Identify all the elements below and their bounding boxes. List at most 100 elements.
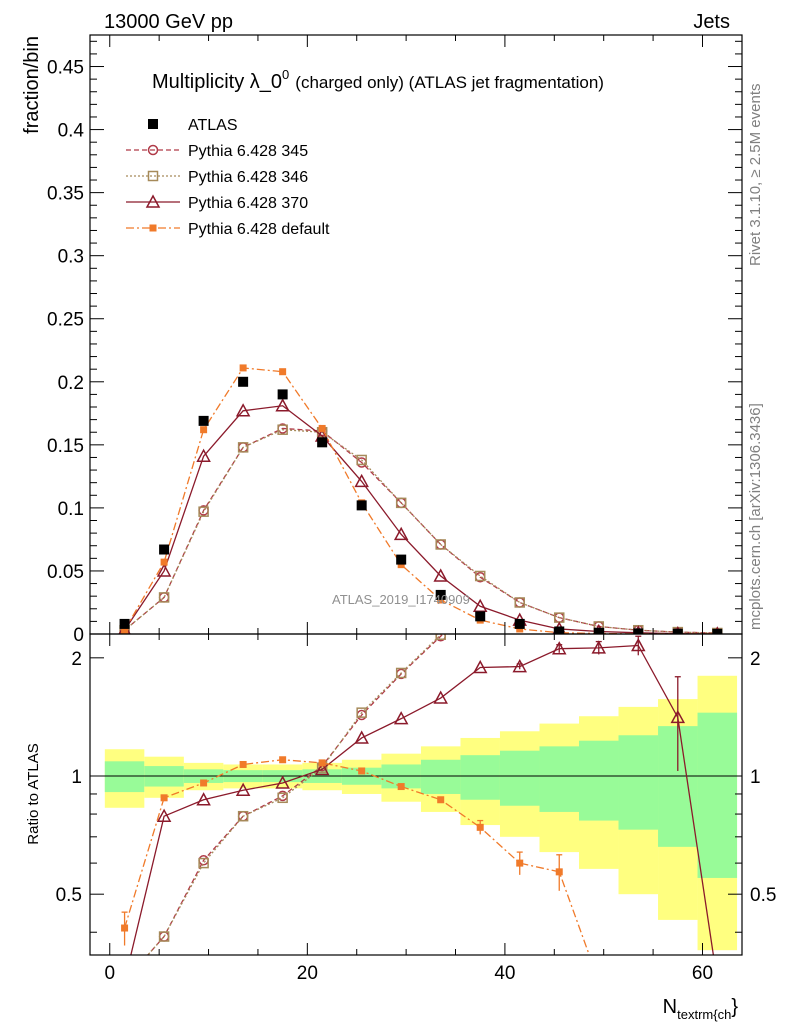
point-pdef [239,364,247,372]
point-p346 [356,454,367,466]
point-atlas [238,376,249,387]
point-atlas [712,628,723,634]
point-atlas [554,626,565,634]
ratio-point-p346 [277,792,288,804]
ratio-point-p346 [356,707,367,718]
ratio-point-p370 [314,761,330,776]
point-atlas [317,437,328,448]
ratio-point-p370 [512,659,527,673]
y-tick-label: 0.2 [58,373,84,394]
legend-marker-p346 [147,170,159,182]
point-pdef [318,424,326,432]
point-p370 [433,568,448,582]
ratio-point-p370 [393,711,409,725]
chart-title-main: Multiplicity λ_0 [152,71,282,93]
ratio-point-p346 [158,931,170,942]
ratio-point-p345 [594,535,603,544]
x-tick-label: 40 [494,963,515,984]
ratio-point-p370 [711,975,723,986]
ratio-point-pdef [595,978,602,985]
y-tick-label: 0.05 [47,562,84,583]
legend-entry-p345: Pythia 6.428 345 [126,143,308,160]
band-inner-bin [539,746,579,812]
ratio-point-p370 [354,730,369,744]
point-atlas [356,500,367,511]
legend-marker-p345 [147,144,159,156]
ratio-frame [89,633,743,956]
point-atlas [277,389,288,400]
ratio-y-axis-label: Ratio to ATLAS [25,743,42,844]
point-atlas [159,544,170,555]
ratio-point-p370 [235,782,251,796]
x-axis-label-main: N [663,996,677,1018]
legend-label-p370: Pythia 6.428 370 [188,195,308,212]
legend-entry-p370: Pythia 6.428 370 [126,194,308,212]
ratio-series-pdef [121,756,721,985]
ratio-tick-label-left: 1 [71,767,82,788]
ratio-point-pdef [635,978,642,985]
ratio-point-pdef [121,924,129,932]
ratio-point-p345 [713,497,722,506]
ratio-point-p346 [515,579,524,588]
point-atlas [396,554,407,565]
ratio-point-p346 [198,857,209,869]
point-atlas [435,589,446,600]
main-panel [89,34,743,635]
ratio-point-pdef [437,796,445,804]
band-inner-bin [104,761,145,793]
svg-text:Multiplicity λ_00(charged only: Multiplicity λ_00 (charged only) (ATLAS j… [152,67,604,93]
ratio-point-pdef [200,779,208,787]
legend-entry-pdef: Pythia 6.428 default [126,221,330,238]
x-axis-label-close: } [731,996,738,1018]
ratio-point-p370 [119,975,131,986]
point-p370 [354,473,369,488]
ratio-point-pdef [714,978,721,985]
ratio-point-pdef [318,759,326,767]
ratio-tick-label-right: 2 [750,649,761,670]
legend-marker-pdef [149,224,157,232]
ratio-point-pdef [397,783,405,791]
point-pdef [397,561,405,569]
band-inner-bin [460,755,500,800]
legend-entry-atlas: ATLAS [148,117,238,134]
band-inner-bin [579,740,619,821]
legend-label-p345: Pythia 6.428 345 [188,143,308,160]
y-tick-label: 0.25 [47,310,84,331]
ratio-point-pdef [239,760,247,768]
point-p346 [277,424,288,435]
ratio-tick-label-right: 0.5 [750,885,776,906]
y-tick-label: 0.45 [47,58,84,79]
x-axis-label: Ntextrm{ch} [663,996,739,1022]
ratio-point-p345 [634,515,643,524]
point-p346 [198,506,209,517]
legend: ATLAS Pythia 6.428 345 Pythia 6.428 346 Pyt… [126,117,330,238]
chart-title: Multiplicity λ_00 (charged only) (ATLAS j… [152,67,604,93]
ratio-point-pdef [279,756,287,764]
ratio-point-p345 [673,497,682,506]
axis-ticks: 0 20 40 6000.050.10.150.20.250.30.350.40.45… [47,35,776,984]
point-p346 [474,570,486,582]
y-tick-label: 0.35 [47,184,84,205]
series-line-pdef [124,367,718,634]
point-p370 [472,598,488,613]
series-line-p370 [124,405,718,634]
point-p346 [237,442,249,453]
point-atlas [593,627,604,634]
point-p346 [514,597,525,608]
series-atlas [119,376,723,634]
rivet-label: Rivet 3.1.10, ≥ 2.5M events [747,84,764,267]
ratio-point-pdef [476,823,484,831]
ratio-series-p346 [146,497,682,955]
band-inner-bin [420,759,461,794]
point-pdef [160,558,168,566]
ratio-line-p346 [146,634,443,955]
point-atlas [198,415,209,426]
legend-label-atlas: ATLAS [188,117,238,134]
legend-entry-p346: Pythia 6.428 346 [126,169,308,186]
point-p346 [435,539,446,550]
point-atlas [475,611,486,622]
ratio-line-pdef [123,759,590,955]
y-tick-label: 0.1 [58,499,84,520]
ratio-point-p346 [673,497,682,506]
